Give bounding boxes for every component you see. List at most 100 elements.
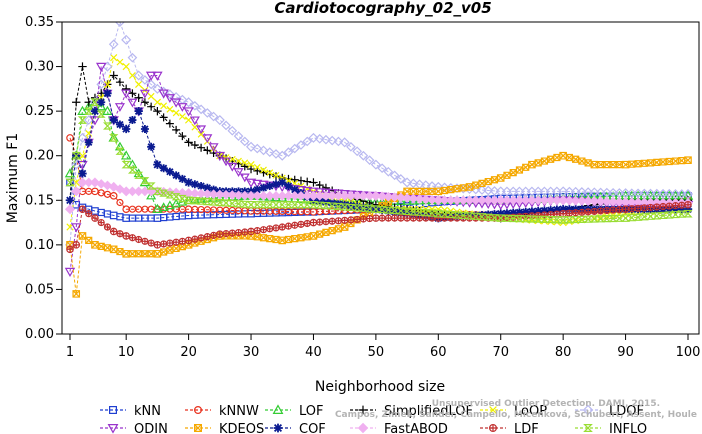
data-point-fill: [353, 202, 362, 211]
data-point-fill: [365, 205, 375, 213]
data-point-fill: [291, 235, 299, 243]
data-point-fill: [445, 195, 456, 206]
data-point-fill: [115, 184, 125, 194]
data-point-fill: [116, 198, 124, 207]
data-point-fill: [396, 207, 406, 215]
data-point: [110, 54, 118, 62]
data-point-fill: [595, 187, 606, 198]
data-point-fill: [289, 143, 300, 154]
data-point-fill: [227, 190, 238, 200]
data-point-fill: [340, 203, 350, 211]
data-point-fill: [359, 203, 368, 212]
data-point-fill: [208, 189, 219, 200]
data-point: [371, 205, 381, 213]
data-point-fill: [415, 208, 425, 216]
y-axis-label: Maximum F1: [5, 133, 21, 223]
data-point-fill: [253, 166, 262, 175]
data-point: [77, 105, 88, 115]
x-tick-label: 70: [492, 345, 509, 360]
data-point-fill: [402, 207, 412, 216]
data-point: [77, 116, 88, 124]
data-point-fill: [253, 227, 261, 235]
data-point: [72, 290, 81, 298]
data-point-fill: [472, 181, 480, 189]
data-point: [214, 151, 226, 162]
data-point-fill: [603, 207, 611, 215]
data-point-fill: [545, 186, 556, 197]
data-point-fill: [678, 157, 686, 165]
data-point: [89, 97, 101, 108]
data-point-fill: [615, 206, 623, 214]
data-point-fill: [202, 189, 213, 199]
data-point-fill: [334, 217, 343, 225]
data-point-fill: [347, 216, 355, 224]
data-point-fill: [191, 235, 199, 243]
data-point-fill: [228, 229, 236, 237]
data-point-fill: [264, 190, 275, 201]
x-tick-label: 1: [66, 345, 74, 360]
data-point-fill: [278, 223, 286, 231]
data-point-fill: [266, 169, 274, 177]
data-point-fill: [490, 176, 499, 184]
data-point-fill: [334, 225, 343, 233]
data-point-fill: [97, 98, 106, 107]
data-point-fill: [395, 192, 406, 203]
data-point-fill: [603, 161, 611, 169]
x-tick-label: 10: [118, 345, 135, 360]
data-point-fill: [628, 205, 636, 213]
data-point-fill: [160, 240, 168, 248]
data-point-fill: [84, 107, 94, 115]
data-point-fill: [546, 215, 556, 224]
data-point-fill: [190, 141, 199, 150]
data-point-fill: [577, 195, 587, 206]
data-point-fill: [221, 199, 231, 207]
data-point-fill: [502, 214, 512, 222]
data-point-fill: [396, 208, 405, 217]
data-point: [64, 204, 76, 215]
data-point-fill: [570, 195, 581, 206]
data-point: [109, 134, 119, 142]
data-point: [683, 205, 693, 214]
data-point-fill: [402, 193, 412, 203]
data-point-fill: [165, 119, 174, 128]
data-point-fill: [664, 211, 674, 219]
data-point-fill: [172, 244, 180, 253]
data-point-fill: [408, 178, 419, 189]
data-point: [247, 161, 255, 169]
data-point-fill: [202, 198, 212, 206]
data-point-fill: [597, 207, 605, 215]
data-point: [216, 230, 224, 238]
data-point-fill: [397, 214, 405, 222]
data-point: [183, 107, 194, 117]
data-point-fill: [266, 235, 274, 243]
data-point-fill: [565, 153, 573, 162]
data-point-fill: [115, 147, 125, 155]
legend-item-ldf: LDF: [480, 422, 539, 434]
data-point-fill: [158, 202, 169, 212]
data-point: [103, 89, 112, 98]
data-point: [109, 71, 118, 80]
y-tick-label: 0.25: [25, 104, 54, 119]
data-point-fill: [303, 208, 311, 216]
data-point: [152, 71, 163, 81]
data-point-fill: [97, 219, 105, 227]
legend-item-kdeos: KDEOS: [185, 422, 264, 434]
axis-layer: 0.00 0.05 0.10 0.15 0.20 0.25 0.30 0.35 1 10 20 30 4…: [25, 15, 700, 360]
data-point-fill: [639, 213, 649, 221]
data-point-fill: [327, 190, 338, 201]
data-point-fill: [428, 187, 436, 195]
data-point-fill: [272, 235, 280, 244]
data-point: [121, 34, 132, 45]
data-point: [134, 93, 143, 102]
data-point-fill: [503, 171, 511, 179]
data-point-fill: [540, 157, 549, 165]
data-point: [114, 22, 125, 28]
data-point-fill: [271, 190, 281, 201]
data-point-fill: [227, 162, 238, 172]
data-point: [245, 178, 257, 188]
data-point-fill: [572, 155, 580, 163]
legend-label: ODIN: [134, 422, 168, 434]
data-point-fill: [140, 186, 150, 197]
data-point-fill: [165, 167, 174, 176]
